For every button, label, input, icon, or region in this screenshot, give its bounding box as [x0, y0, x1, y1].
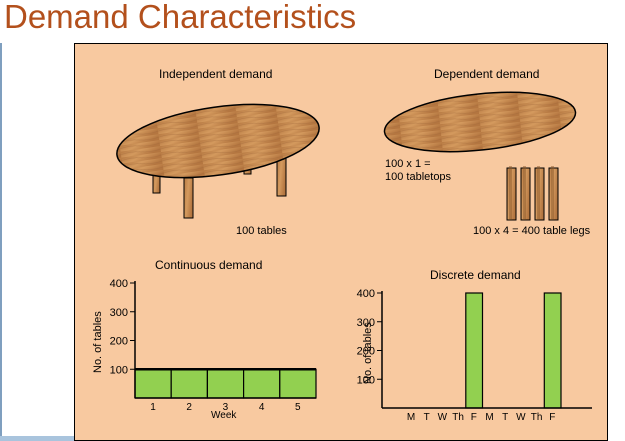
discrete-ylabel: No. of tables — [362, 322, 374, 384]
x-tick-label: 4 — [259, 402, 265, 413]
page-title: Demand Characteristics — [4, 0, 357, 35]
chart-bar — [134, 368, 172, 399]
table-legs-group — [506, 166, 559, 221]
tabletops-line2: 100 tabletops — [385, 171, 452, 183]
independent-tabletop — [116, 103, 320, 179]
y-tick-label: 100 — [110, 364, 128, 376]
y-tick-label: 100 — [357, 374, 375, 386]
x-tick-label: 5 — [295, 402, 301, 413]
chart-bar — [279, 368, 317, 399]
table-leg — [509, 166, 512, 219]
x-tick-label: M — [407, 412, 415, 423]
y-tick-label: 200 — [357, 346, 375, 358]
legs-caption: 100 x 4 = 400 table legs — [473, 225, 591, 237]
chart-bar — [170, 368, 208, 399]
table-leg — [276, 155, 287, 197]
x-tick-label: 3 — [223, 402, 229, 413]
chart-bar — [243, 368, 281, 399]
x-tick-label: T — [502, 412, 508, 423]
bottom-accent-bar — [0, 436, 74, 441]
table-leg — [551, 166, 554, 219]
continuous-chart-title: Continuous demand — [155, 258, 263, 272]
left-accent-bar — [0, 43, 2, 441]
y-tick-label: 400 — [110, 278, 128, 290]
x-tick-label: W — [516, 412, 526, 423]
x-tick-label: T — [424, 412, 430, 423]
x-tick-label: Th — [452, 412, 464, 423]
discrete-chart-title: Discrete demand — [430, 268, 521, 282]
x-tick-label: F — [549, 412, 555, 423]
chart-bar — [206, 368, 245, 399]
x-tick-label: M — [485, 412, 493, 423]
dependent-heading: Dependent demand — [434, 67, 540, 81]
x-tick-label: F — [471, 412, 477, 423]
y-tick-label: 300 — [110, 307, 128, 319]
tabletops-line1: 100 x 1 = — [385, 158, 431, 170]
x-tick-label: 1 — [150, 402, 156, 413]
x-tick-label: 2 — [186, 402, 192, 413]
y-tick-label: 400 — [357, 288, 375, 300]
right-margin — [609, 43, 625, 441]
y-tick-label: 200 — [110, 336, 128, 348]
table-leg — [523, 166, 526, 219]
y-tick-label: 300 — [357, 317, 375, 329]
table-leg — [537, 166, 540, 219]
independent-caption: 100 tables — [236, 225, 287, 237]
continuous-demand-chart: 100 200 300 400 1 2 3 4 5 — [110, 278, 317, 413]
table-leg — [183, 177, 194, 219]
independent-heading: Independent demand — [159, 67, 273, 81]
x-tick-label: Th — [531, 412, 543, 423]
continuous-xlabel: Week — [211, 410, 237, 421]
chart-bar — [465, 292, 484, 409]
x-tick-label: W — [438, 412, 448, 423]
chart-bar — [543, 292, 562, 409]
continuous-ylabel: No. of tables — [92, 311, 104, 373]
dependent-tabletop — [383, 91, 577, 153]
